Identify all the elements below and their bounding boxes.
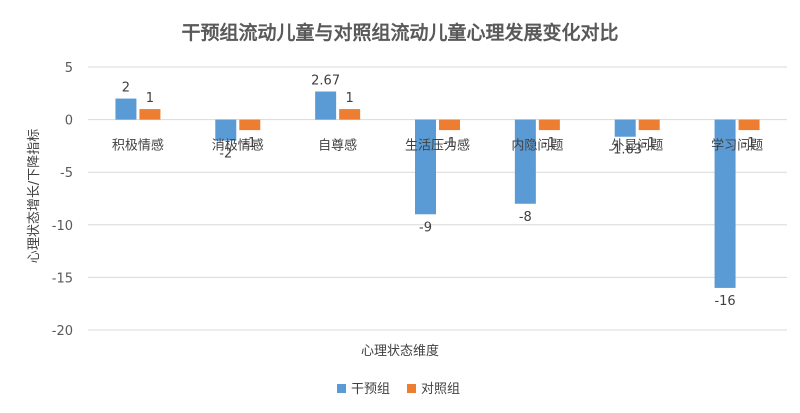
bar	[315, 91, 337, 120]
bar	[339, 109, 361, 120]
category-label: 学习问题	[711, 138, 763, 154]
data-label: -2	[219, 147, 232, 162]
legend-swatch	[407, 384, 416, 393]
data-label: -1	[243, 136, 256, 151]
y-tick-label: 5	[65, 61, 73, 76]
y-tick-label: -15	[52, 271, 73, 286]
bar	[239, 119, 261, 131]
y-tick-label: -10	[52, 219, 73, 234]
data-label: -1	[543, 136, 556, 151]
legend-label: 干预组	[351, 382, 390, 397]
x-axis-title: 心理状态维度	[361, 343, 439, 359]
category-label: 积极情感	[112, 138, 164, 154]
category-label: 内隐问题	[511, 138, 563, 154]
bar	[415, 119, 436, 215]
bar	[215, 119, 237, 141]
bar	[614, 119, 636, 137]
category-label: 自尊感	[318, 138, 357, 154]
data-label: 2	[122, 81, 130, 96]
bar	[439, 119, 460, 131]
data-label: 2.67	[311, 74, 340, 89]
bar	[738, 119, 760, 131]
legend-label: 对照组	[421, 382, 460, 397]
category-label: 外显问题	[611, 139, 663, 154]
data-labels: 21-2-12.671-9-1-8-1 -1.63 -1-16-1	[122, 74, 756, 309]
bar	[714, 119, 736, 288]
y-tick-label: -20	[52, 324, 73, 339]
data-label: -16	[714, 294, 735, 309]
category-label: 消极情感	[212, 138, 264, 154]
chart-title: 干预组流动儿童与对照组流动儿童心理发展变化对比	[181, 21, 618, 44]
y-axis-ticks: 5 0 -5 -10 -15 -20	[52, 61, 73, 339]
bar	[538, 119, 560, 131]
bar	[139, 109, 161, 120]
data-label: -9	[419, 220, 432, 235]
bars	[115, 91, 760, 288]
category-labels: 积极情感 消极情感 自尊感 生活压力感 内隐问题 外显问题 学习问题	[112, 138, 763, 154]
data-label: 1	[346, 91, 354, 106]
bar	[514, 119, 536, 204]
bar	[115, 98, 137, 120]
data-label: -1	[643, 136, 656, 151]
data-label: -1	[443, 136, 456, 151]
data-label: 1	[146, 91, 154, 106]
category-label: 生活压力感	[405, 138, 470, 154]
legend-swatch	[337, 384, 346, 393]
data-label: -1	[743, 136, 756, 151]
y-tick-label: 0	[65, 114, 73, 129]
gridlines	[88, 66, 787, 331]
y-tick-label: -5	[60, 166, 73, 181]
y-axis-title: 心理状态增长/下降指标	[27, 129, 42, 263]
data-label: -8	[519, 210, 532, 225]
bar	[638, 119, 660, 131]
data-label: -1.63	[608, 143, 642, 158]
legend: 干预组 对照组	[337, 382, 460, 397]
